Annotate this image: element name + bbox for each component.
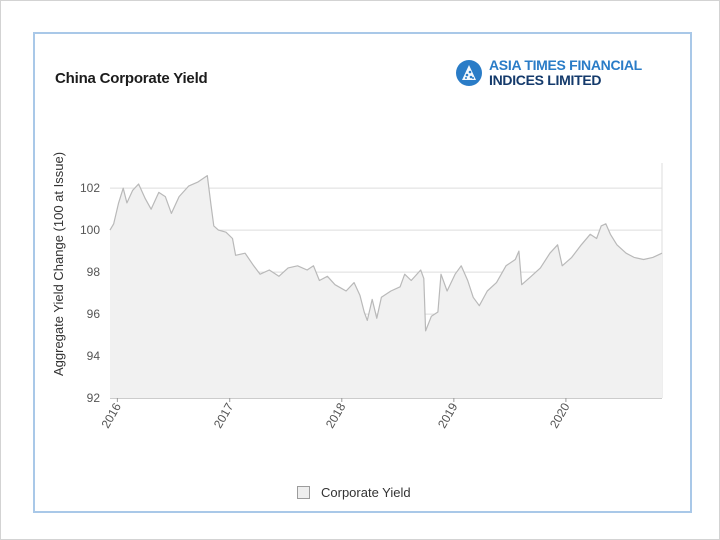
- y-tick-label: 100: [80, 223, 100, 237]
- y-axis-label: Aggregate Yield Change (100 at Issue): [51, 152, 66, 376]
- y-tick-label: 102: [80, 181, 100, 195]
- y-tick-label: 96: [87, 307, 101, 321]
- legend[interactable]: Corporate Yield: [297, 484, 411, 500]
- y-tick-label: 98: [87, 265, 101, 279]
- x-tick-label: 2018: [323, 400, 349, 430]
- x-tick-label: 2020: [547, 400, 573, 430]
- logo-triangle-icon: [456, 60, 482, 86]
- x-tick-label: 2019: [435, 400, 461, 430]
- x-axis-ticks: 2016 2017 2018 2019 2020: [98, 400, 572, 430]
- logo-text-line1: ASIA TIMES FINANCIAL: [489, 57, 642, 73]
- chart-card: China Corporate Yield ASIA TIMES FINANCI…: [33, 32, 692, 513]
- series-line: [109, 175, 663, 332]
- x-tick-label: 2017: [211, 400, 237, 430]
- legend-swatch[interactable]: [297, 485, 310, 499]
- brand-logo: ASIA TIMES FINANCIAL INDICES LIMITED: [455, 56, 685, 90]
- x-tick-label: 2016: [98, 400, 124, 430]
- y-axis-ticks: 92 94 96 98 100 102: [80, 181, 100, 405]
- chart-title: China Corporate Yield: [55, 70, 208, 87]
- logo-text-line2: INDICES LIMITED: [489, 72, 602, 88]
- legend-label[interactable]: Corporate Yield: [321, 484, 411, 500]
- y-tick-label: 92: [87, 391, 101, 405]
- chart-area: 92 94 96 98 100 102 2016 2017 2018 2019 2020 Aggr…: [51, 152, 663, 431]
- y-tick-label: 94: [87, 349, 101, 363]
- series-area: [110, 175, 662, 398]
- plot-series: [109, 175, 663, 398]
